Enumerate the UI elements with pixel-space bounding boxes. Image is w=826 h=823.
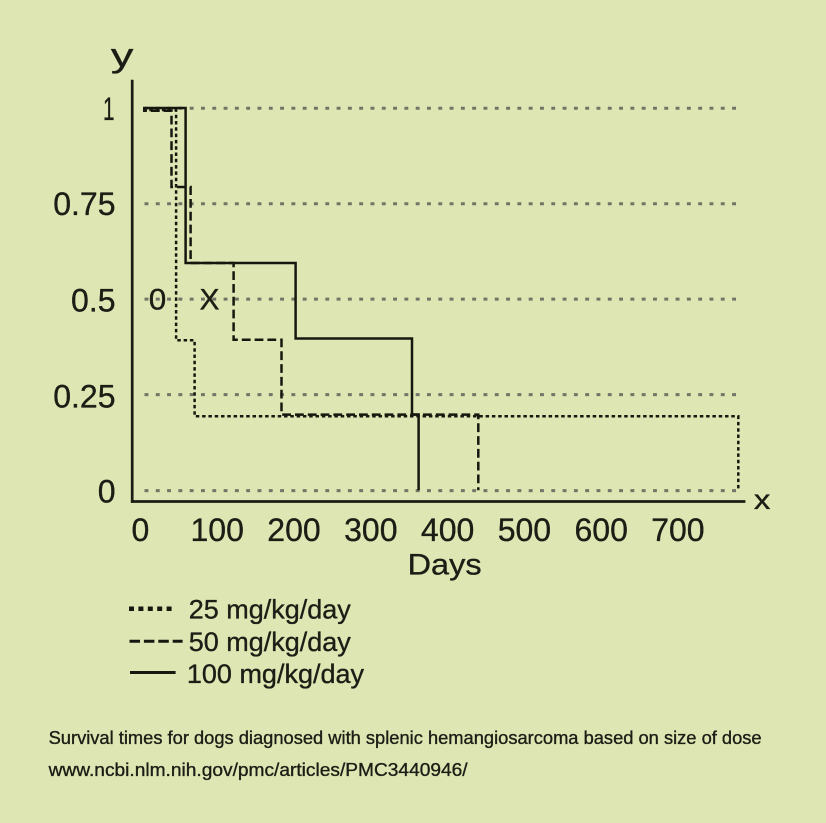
svg-text:100 mg/kg/day: 100 mg/kg/day [187, 659, 365, 689]
svg-text:50 mg/kg/day: 50 mg/kg/day [189, 627, 352, 657]
svg-text:1: 1 [103, 91, 115, 127]
svg-text:300: 300 [344, 512, 397, 548]
svg-text:600: 600 [575, 512, 628, 548]
svg-text:500: 500 [498, 512, 551, 548]
svg-text:0.5: 0.5 [71, 283, 115, 319]
svg-text:www.ncbi.nlm.nih.gov/pmc/artic: www.ncbi.nlm.nih.gov/pmc/articles/PMC344… [48, 760, 468, 780]
svg-text:y: y [111, 37, 134, 74]
svg-text:x: x [754, 484, 771, 515]
svg-text:0: 0 [98, 474, 116, 510]
svg-text:0.25: 0.25 [53, 379, 115, 415]
svg-text:X: X [199, 284, 219, 317]
svg-text:Survival times for dogs diagno: Survival times for dogs diagnosed with s… [49, 728, 762, 748]
svg-text:Days: Days [408, 549, 482, 582]
svg-text:0: 0 [132, 512, 150, 548]
svg-text:700: 700 [651, 512, 704, 548]
svg-text:200: 200 [267, 512, 320, 548]
svg-text:0.75: 0.75 [53, 186, 115, 222]
svg-text:400: 400 [421, 512, 474, 548]
svg-text:0: 0 [149, 284, 167, 317]
svg-text:100: 100 [191, 512, 244, 548]
svg-text:25 mg/kg/day: 25 mg/kg/day [189, 595, 352, 625]
